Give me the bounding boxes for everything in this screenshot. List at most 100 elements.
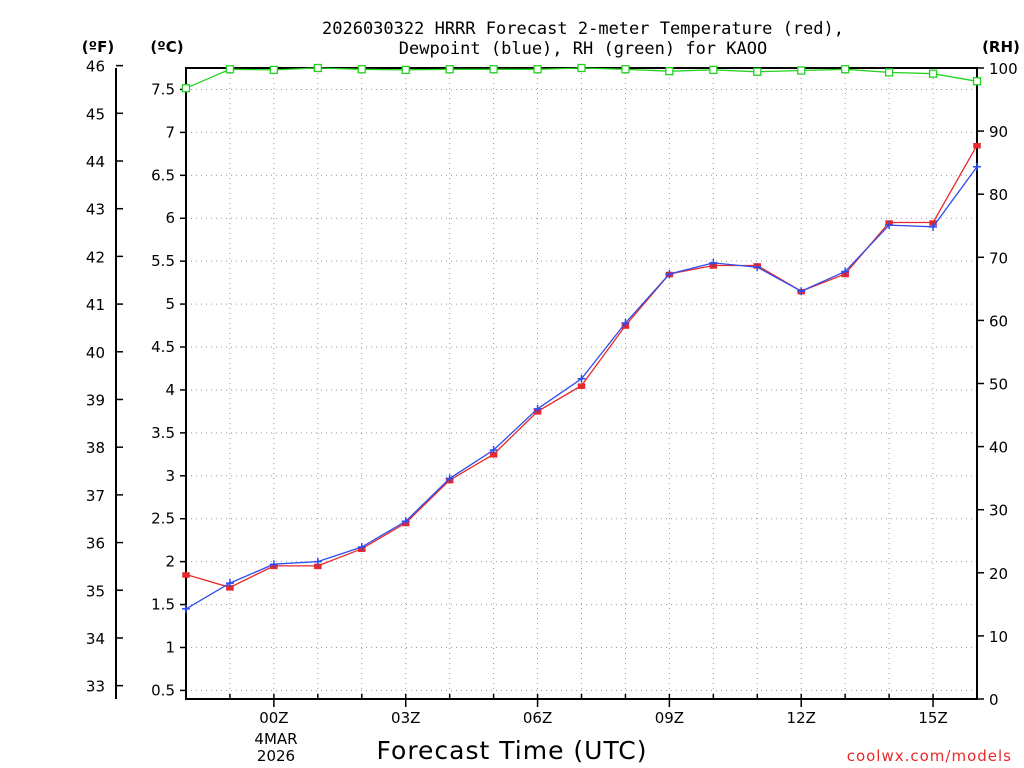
rh-point [797, 66, 806, 75]
celsius-tick-label: 1.5 [151, 596, 175, 614]
dewpoint-point [225, 579, 234, 588]
dewpoint-point [621, 318, 630, 327]
fahrenheit-tick-label: 42 [86, 248, 105, 266]
rh-point [181, 84, 191, 93]
dewpoint-point [929, 222, 938, 231]
rh-tick-label: 10 [989, 628, 1008, 646]
dewpoint-point [445, 474, 454, 483]
temperature-line [185, 144, 978, 589]
dewpoint-point [401, 517, 410, 526]
x-tick-label: 12Z [787, 709, 816, 727]
fahrenheit-tick-label: 45 [86, 105, 105, 123]
fahrenheit-tick-label: 36 [86, 535, 105, 553]
celsius-tick-label: 5.5 [151, 252, 175, 270]
rh-point [709, 65, 718, 75]
dewpoint-point [797, 287, 806, 296]
celsius-tick-label: 6.5 [151, 166, 175, 184]
fahrenheit-tick-label: 34 [86, 630, 105, 648]
rh-point [841, 65, 850, 74]
celsius-tick-label: 4.5 [151, 338, 175, 356]
fahrenheit-tick-label: 37 [86, 487, 105, 505]
rh-point [972, 77, 982, 86]
date-label-day: 4MAR [254, 730, 297, 748]
rh-point [928, 69, 938, 78]
rh-point [665, 67, 674, 76]
dewpoint-point [753, 263, 762, 272]
dewpoint-point [533, 404, 542, 413]
rh-point [313, 63, 322, 73]
fahrenheit-tick-label: 39 [86, 391, 105, 409]
temperature-point [973, 143, 981, 149]
fahrenheit-tick-label: 43 [86, 201, 105, 219]
celsius-tick-label: 0.5 [151, 681, 175, 699]
fahrenheit-tick-label: 33 [86, 678, 105, 696]
rh-point [445, 65, 454, 74]
fahrenheit-tick-label: 41 [86, 296, 105, 314]
celsius-tick-label: 2 [165, 553, 175, 571]
rh-tick-label: 70 [989, 249, 1008, 267]
dewpoint-point [313, 557, 322, 566]
fahrenheit-tick-label: 38 [86, 439, 105, 457]
rh-point [621, 65, 630, 74]
rh-tick-label: 40 [989, 439, 1008, 457]
dewpoint-point [182, 604, 190, 613]
rh-tick-label: 60 [989, 312, 1008, 330]
rh-point [577, 63, 586, 73]
dewpoint-point [665, 270, 674, 279]
chart-title-line2: Dewpoint (blue), RH (green) for KAOO [399, 39, 767, 59]
rh-tick-label: 50 [989, 376, 1008, 394]
temperature-point [577, 383, 586, 389]
rh-point [357, 65, 366, 74]
x-tick-label: 06Z [523, 709, 552, 727]
celsius-tick-label: 6 [165, 209, 175, 227]
rh-tick-label: 30 [989, 502, 1008, 520]
celsius-tick-label: 3 [165, 467, 175, 485]
dewpoint-point [357, 543, 366, 552]
dewpoint-point [841, 267, 850, 276]
dewpoint-point [885, 221, 894, 230]
dewpoint-point [973, 162, 981, 171]
x-tick-label: 03Z [391, 709, 420, 727]
credit-link[interactable]: coolwx.com/models [847, 747, 1012, 765]
fahrenheit-tick-label: 40 [86, 344, 105, 362]
rh-tick-label: 80 [989, 186, 1008, 204]
dewpoint-point [577, 374, 586, 383]
axes: 0.5 1 1.5 2 2.5 3 3.5 4 4.5 5 5.5 6 6.5 7 7.5 33 34 35 36 3… [86, 58, 1018, 727]
rh-point [269, 65, 279, 75]
celsius-tick-label: 7.5 [151, 80, 175, 98]
dewpoint-point [489, 446, 498, 455]
x-tick-label: 00Z [259, 709, 288, 727]
rh-point [533, 65, 542, 74]
x-axis-title: Forecast Time (UTC) [377, 736, 648, 765]
rh-tick-label: 90 [989, 123, 1008, 141]
dewpoint-point [269, 560, 278, 569]
fahrenheit-tick-label: 44 [86, 153, 105, 171]
dewpoint-point [709, 258, 718, 267]
rh-tick-label: 20 [989, 565, 1008, 583]
chart-title-line1: 2026030322 HRRR Forecast 2-meter Tempera… [322, 19, 844, 39]
data-series [181, 63, 982, 613]
x-tick-label: 09Z [655, 709, 684, 727]
celsius-tick-label: 2.5 [151, 510, 175, 528]
rh-tick-label: 100 [989, 60, 1018, 78]
celsius-tick-label: 7 [165, 123, 175, 141]
celsius-tick-label: 3.5 [151, 424, 175, 442]
rh-axis-unit: (RH) [982, 38, 1020, 56]
rh-point [225, 65, 235, 74]
rh-point [489, 65, 498, 74]
fahrenheit-tick-label: 46 [86, 58, 105, 76]
fahrenheit-axis-unit: (ºF) [82, 38, 114, 56]
date-label-year: 2026 [257, 747, 295, 765]
celsius-tick-label: 1 [165, 638, 175, 656]
rh-point [884, 68, 894, 77]
celsius-axis-unit: (ºC) [150, 38, 183, 56]
rh-tick-label: 0 [989, 691, 999, 709]
rh-point [753, 67, 762, 76]
x-tick-label: 15Z [918, 709, 947, 727]
celsius-tick-label: 4 [165, 381, 175, 399]
fahrenheit-tick-label: 35 [86, 582, 105, 600]
temperature-point [182, 572, 190, 578]
celsius-tick-label: 5 [165, 295, 175, 313]
rh-point [401, 65, 410, 75]
